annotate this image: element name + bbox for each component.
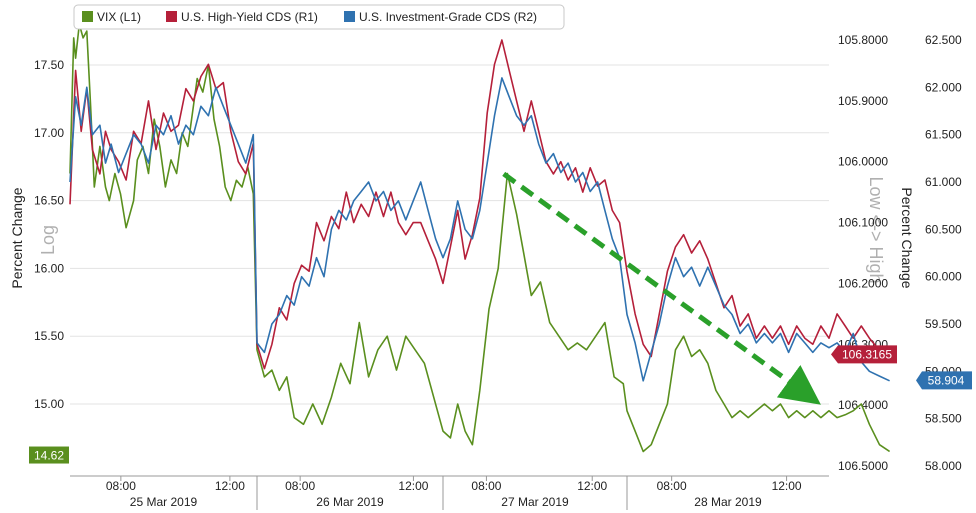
day-separators (256, 476, 628, 510)
left-tick-label: 16.50 (34, 194, 64, 208)
x-tick-label: 08:00 (106, 479, 136, 493)
legend-label-vix: VIX (L1) (97, 10, 141, 24)
right1-axis-ticks: 105.8000 105.9000 106.0000 106.1000 106.2000… (838, 33, 888, 473)
badge-vix (29, 446, 69, 464)
right-scale-label: Low <-> High (866, 176, 886, 283)
badge-ig-label: 58.904 (928, 373, 965, 387)
right2-tick-label: 58.500 (925, 412, 962, 426)
left-scale-label: Log (38, 225, 58, 255)
right2-tick-label: 62.000 (925, 80, 962, 94)
left-axis-ticks: 15.00 15.50 16.00 16.50 17.00 17.50 (34, 58, 64, 411)
badge-vix-label: 14.62 (34, 449, 64, 463)
legend-label-ig-cds: U.S. Investment-Grade CDS (R2) (359, 10, 537, 24)
x-axis-ticks: 08:00 12:00 08:00 12:00 08:00 12:00 08:00 12:00 (106, 476, 802, 493)
x-tick-label: 12:00 (215, 479, 245, 493)
series-line-1 (69, 39, 891, 370)
last-value-badges: 14.62 106.3165 58.904 (29, 345, 972, 464)
left-tick-label: 16.00 (34, 261, 64, 275)
x-day-label: 25 Mar 2019 (130, 495, 198, 509)
right2-tick-label: 61.500 (925, 128, 962, 142)
legend-item-hy-cds[interactable]: U.S. High-Yield CDS (R1) (166, 10, 318, 24)
badge-hy-label: 106.3165 (842, 347, 892, 361)
x-tick-label: 12:00 (772, 479, 802, 493)
right1-tick-label: 106.1000 (838, 216, 888, 230)
x-tick-label: 12:00 (577, 479, 607, 493)
right2-axis-ticks: 58.00058.50059.00059.50060.00060.50061.0… (925, 33, 962, 473)
x-tick-label: 08:00 (657, 479, 687, 493)
series-line-2 (69, 77, 890, 382)
legend-swatch-ig-cds (344, 11, 355, 22)
right2-tick-label: 59.500 (925, 317, 962, 331)
series-lines (69, 23, 891, 453)
x-tick-label: 08:00 (471, 479, 501, 493)
badge-ig (916, 371, 972, 390)
right2-tick-label: 61.000 (925, 175, 962, 189)
x-tick-label: 12:00 (398, 479, 428, 493)
right2-tick-label: 60.000 (925, 270, 962, 284)
x-day-label: 26 Mar 2019 (316, 495, 384, 509)
right1-tick-label: 105.9000 (838, 94, 888, 108)
legend-swatch-vix (82, 11, 93, 22)
left-tick-label: 17.50 (34, 58, 64, 72)
legend-box (73, 4, 565, 30)
x-tick-label: 08:00 (285, 479, 315, 493)
legend-item-ig-cds[interactable]: U.S. Investment-Grade CDS (R2) (344, 10, 537, 24)
left-tick-label: 17.00 (34, 126, 64, 140)
right2-tick-label: 62.500 (925, 33, 962, 47)
legend-label-hy-cds: U.S. High-Yield CDS (R1) (181, 10, 318, 24)
right1-tick-label: 105.8000 (838, 33, 888, 47)
right-axis-title: Percent Change (899, 187, 915, 288)
x-day-label: 27 Mar 2019 (501, 495, 569, 509)
legend-item-vix[interactable]: VIX (L1) (82, 10, 141, 24)
right1-tick-label: 106.5000 (838, 459, 888, 473)
right1-tick-label: 106.4000 (838, 398, 888, 412)
right1-tick-label: 106.2000 (838, 276, 888, 290)
left-tick-label: 15.50 (34, 329, 64, 343)
gridlines (70, 64, 829, 405)
right2-tick-label: 58.000 (925, 459, 962, 473)
trend-arrow (502, 171, 821, 405)
left-tick-label: 15.00 (34, 397, 64, 411)
badge-hy (831, 345, 897, 364)
legend-swatch-hy-cds (166, 11, 177, 22)
legend: VIX (L1) U.S. High-Yield CDS (R1) U.S. I… (73, 4, 565, 30)
left-axis-title: Percent Change (9, 187, 25, 288)
right1-tick-label: 106.0000 (838, 155, 888, 169)
x-axis-days: 25 Mar 2019 26 Mar 2019 27 Mar 2019 28 Mar … (130, 495, 762, 509)
x-day-label: 28 Mar 2019 (694, 495, 762, 509)
right2-tick-label: 60.500 (925, 222, 962, 236)
